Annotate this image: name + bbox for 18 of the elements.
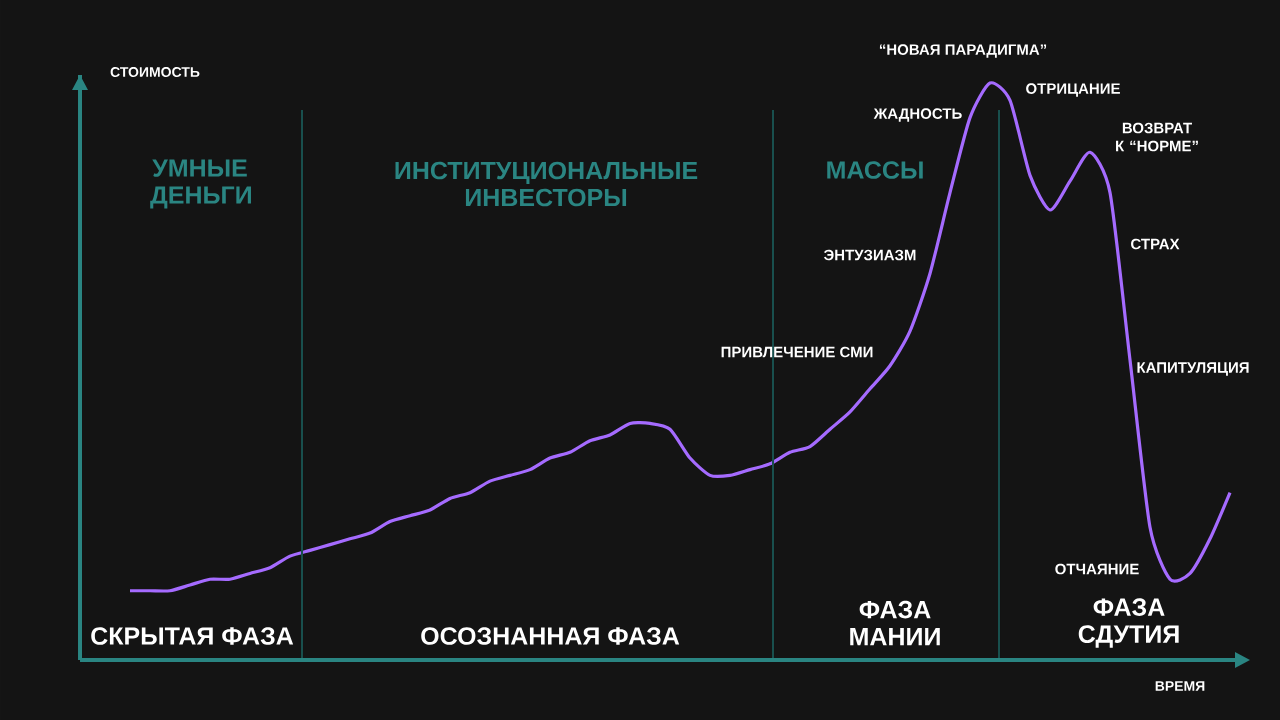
annotation: ЖАДНОСТЬ (873, 108, 962, 122)
annotation: СКРЫТАЯ ФАЗА (91, 627, 294, 645)
y-axis-title: СТОИМОСТЬ (110, 67, 200, 77)
x-axis-title: ВРЕМЯ (1155, 681, 1205, 691)
annotation: ОТЧАЯНИЕ (1055, 563, 1139, 575)
annotation: ПРИВЛЕЧЕНИЕ СМИ (721, 346, 873, 358)
annotation: ФАЗА МАНИИ (850, 600, 940, 646)
annotation: КАПИТУЛЯЦИЯ (1137, 362, 1249, 376)
annotation: ЭНТУЗИАЗМ (823, 249, 916, 261)
annotation: ФАЗА СДУТИЯ (1078, 598, 1179, 648)
annotation: ОТРИЦАНИЕ (1026, 83, 1120, 97)
annotation: ОСОЗНАННАЯ ФАЗА (421, 627, 680, 645)
annotation: ВОЗВРАТ К “НОРМЕ” (1116, 122, 1198, 152)
annotation: УМНЫЕ ДЕНЬГИ (150, 159, 251, 209)
annotation: СТРАХ (1131, 238, 1180, 250)
annotation: ИНСТИТУЦИОНАЛЬНЫЕ ИНВЕСТОРЫ (395, 161, 698, 207)
text: “НОВАЯ ПАРАДИГМА” (879, 44, 1047, 58)
annotation: МАССЫ (827, 161, 923, 179)
